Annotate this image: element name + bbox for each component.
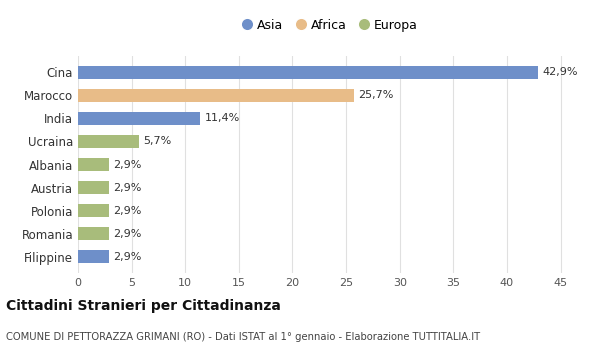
Bar bbox=[78, 135, 139, 148]
Legend: Asia, Africa, Europa: Asia, Africa, Europa bbox=[242, 19, 418, 32]
Bar bbox=[78, 89, 353, 102]
Text: 11,4%: 11,4% bbox=[205, 113, 240, 123]
Bar bbox=[78, 204, 109, 217]
Text: COMUNE DI PETTORAZZA GRIMANI (RO) - Dati ISTAT al 1° gennaio - Elaborazione TUTT: COMUNE DI PETTORAZZA GRIMANI (RO) - Dati… bbox=[6, 331, 480, 342]
Bar bbox=[78, 228, 109, 240]
Text: 2,9%: 2,9% bbox=[113, 206, 142, 216]
Text: 25,7%: 25,7% bbox=[358, 90, 393, 100]
Text: 5,7%: 5,7% bbox=[143, 136, 172, 146]
Text: Cittadini Stranieri per Cittadinanza: Cittadini Stranieri per Cittadinanza bbox=[6, 299, 281, 313]
Text: 2,9%: 2,9% bbox=[113, 252, 142, 262]
Bar bbox=[78, 112, 200, 125]
Text: 2,9%: 2,9% bbox=[113, 183, 142, 193]
Text: 2,9%: 2,9% bbox=[113, 160, 142, 169]
Bar bbox=[78, 181, 109, 194]
Text: 2,9%: 2,9% bbox=[113, 229, 142, 239]
Bar bbox=[78, 251, 109, 263]
Bar bbox=[78, 158, 109, 171]
Bar bbox=[78, 66, 538, 78]
Text: 42,9%: 42,9% bbox=[542, 67, 578, 77]
